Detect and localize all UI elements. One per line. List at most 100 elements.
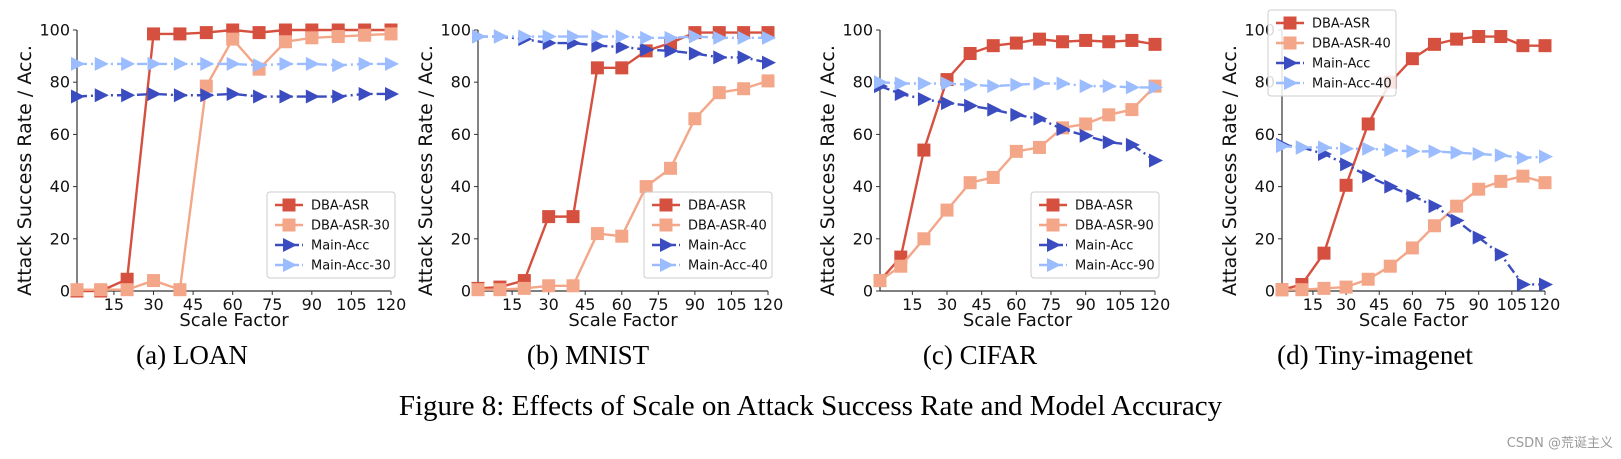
data-point (713, 30, 728, 45)
legend-marker (1047, 258, 1061, 272)
data-point (1494, 247, 1509, 262)
data-point (253, 58, 268, 73)
data-point (894, 86, 909, 101)
data-point (1428, 199, 1443, 214)
legend-box (1030, 191, 1160, 279)
x-tick-label: 60 (1402, 295, 1422, 314)
y-tick-label: 0 (60, 282, 70, 301)
data-point (1384, 143, 1399, 158)
data-point (226, 32, 240, 46)
data-point (278, 35, 292, 49)
series-dba-asr-40 (471, 74, 775, 297)
y-tick-label: 0 (863, 282, 873, 301)
data-point (1125, 103, 1139, 117)
data-point (1494, 30, 1508, 44)
data-point (964, 77, 979, 92)
data-point (542, 29, 557, 44)
data-point (1079, 79, 1094, 94)
series-main-acc-40 (472, 29, 776, 45)
caption-d: (d) Tiny-imagenet (1277, 340, 1473, 370)
data-point (917, 143, 931, 157)
y-tick-label: 20 (853, 229, 873, 248)
legend-marker (660, 258, 674, 272)
data-point (1516, 169, 1530, 183)
legend-label: Main-Acc-30 (311, 259, 391, 274)
data-point (1427, 219, 1441, 233)
data-point (761, 74, 775, 88)
x-tick-label: 90 (1075, 295, 1095, 314)
data-point (278, 23, 292, 37)
data-point (305, 56, 320, 71)
data-point (737, 50, 752, 65)
data-point (615, 29, 630, 44)
legend-label: DBA-ASR-90 (1075, 219, 1154, 234)
y-tick-label: 20 (50, 229, 70, 248)
x-tick-label: 15 (502, 295, 522, 314)
data-point (517, 281, 531, 295)
data-point (590, 227, 604, 241)
data-point (1450, 145, 1465, 160)
data-point (71, 56, 85, 71)
data-point (305, 31, 319, 45)
subplot-2: 0 20 40 60 80 100 15 30 45 60 75 90 105 120 Scale Fact… (817, 21, 1170, 332)
y-tick-label: 80 (50, 73, 70, 92)
x-tick-label: 60 (612, 295, 632, 314)
y-tick-label: 40 (50, 177, 70, 196)
x-tick-label: 60 (223, 295, 243, 314)
data-point (917, 232, 931, 246)
data-point (252, 26, 266, 40)
data-point (590, 61, 604, 75)
caption-a: (a) LOAN (136, 340, 248, 370)
data-point (173, 283, 187, 297)
data-point (121, 56, 136, 71)
data-point (1538, 176, 1552, 190)
data-point (964, 98, 979, 113)
legend-label: DBA-ASR (1075, 199, 1133, 214)
data-point (664, 43, 679, 58)
data-point (1450, 213, 1465, 228)
legend: DBA-ASR DBA-ASR-30 Main-Acc Main-Acc-30 (266, 191, 396, 279)
data-point (1472, 146, 1487, 161)
y-tick-label: 40 (451, 177, 471, 196)
data-point (615, 229, 629, 243)
data-point (640, 30, 655, 45)
y-tick-label: 100 (39, 21, 70, 40)
data-point (963, 176, 977, 190)
x-tick-label: 30 (937, 295, 957, 314)
legend-label: DBA-ASR (311, 199, 369, 214)
legend-marker (283, 258, 297, 272)
data-point (1056, 76, 1071, 91)
legend-marker (282, 198, 296, 212)
data-point (147, 86, 162, 101)
data-point (986, 170, 1000, 184)
data-point (1472, 30, 1486, 44)
data-point (1450, 32, 1464, 46)
x-tick-label: 120 (376, 295, 407, 314)
series-main-acc-30 (71, 56, 399, 73)
data-point (987, 102, 1002, 117)
series-main-acc-90 (874, 75, 1163, 95)
legend-label: DBA-ASR-40 (688, 219, 767, 234)
data-point (1033, 76, 1048, 91)
data-point (713, 50, 728, 65)
x-tick-label: 60 (1006, 295, 1026, 314)
data-point (1539, 277, 1553, 292)
legend-marker (1283, 16, 1297, 30)
y-tick-label: 40 (853, 177, 873, 196)
legend-label: Main-Acc (688, 239, 746, 254)
legend-box (1267, 9, 1397, 97)
data-point (253, 89, 268, 104)
subplot-1: 0 20 40 60 80 100 15 30 45 60 75 90 105 120 Scale Fact… (415, 21, 783, 332)
series-line (1281, 143, 1545, 286)
x-tick-label: 105 (1497, 295, 1528, 314)
y-tick-label: 60 (50, 125, 70, 144)
figure-title: Figure 8: Effects of Scale on Attack Suc… (398, 390, 1223, 422)
data-point (1472, 182, 1486, 196)
x-tick-label: 75 (1041, 295, 1061, 314)
data-point (121, 88, 136, 103)
data-point (1149, 80, 1163, 95)
x-tick-label: 45 (575, 295, 595, 314)
y-axis-label: Attack Success Rate / Acc. (415, 45, 437, 296)
data-point (941, 76, 956, 91)
x-tick-label: 15 (1303, 295, 1323, 314)
